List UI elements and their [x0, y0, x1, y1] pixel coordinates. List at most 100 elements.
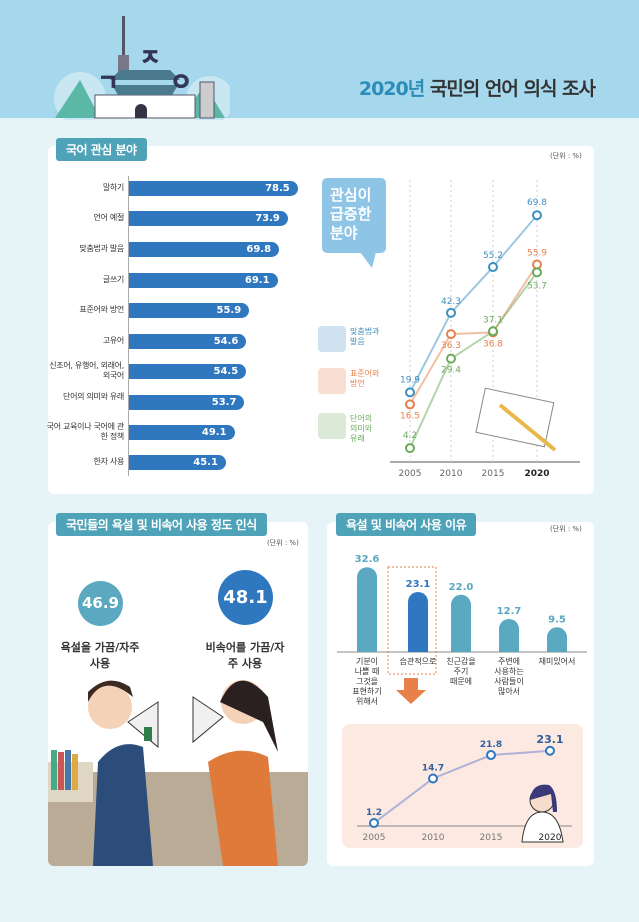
data-label: 36.8 [483, 339, 503, 349]
data-point [405, 443, 415, 454]
reason-label: 기분이 나쁠 때 그것을 표현하기 위해서 [352, 656, 381, 706]
data-point [488, 262, 498, 273]
bar-label: 신조어, 유행어, 외래어, 외국어 [49, 361, 124, 380]
people-megaphone-illustration [48, 680, 308, 866]
bar: 54.6 [129, 334, 247, 349]
data-point [532, 267, 542, 278]
bar: 69.8 [129, 242, 280, 257]
series-line [409, 271, 538, 449]
data-point [532, 210, 542, 221]
reason-bar [408, 591, 428, 652]
x-tick-label: 2020 [524, 469, 549, 479]
data-label: 16.5 [400, 411, 420, 421]
profanity-label: 욕설을 가끔/자주 사용 [60, 641, 140, 670]
data-label: 36.3 [441, 341, 461, 351]
reason-label: 친근감을 주기 때문에 [446, 656, 475, 686]
data-label: 55.2 [483, 251, 503, 261]
svg-text:ㅇ: ㅇ [170, 68, 192, 96]
data-label: 4.2 [403, 431, 417, 441]
reason-bar [547, 627, 567, 652]
data-point [532, 259, 542, 270]
x-tick-label: 2005 [399, 469, 422, 479]
x-tick-label: 2020 [539, 833, 562, 843]
bar-label: 글쓰기 [102, 275, 124, 284]
data-point [486, 750, 496, 761]
bar-label: 말하기 [102, 183, 124, 192]
interest-line-chart: 관심이 급증한 분야 2005 2010 2015 2020 19.9 42.3 55.2 69.… [318, 178, 580, 479]
bar-label: 국어 교육이나 국어에 관한 정책 [46, 422, 125, 441]
data-label: 69.8 [527, 198, 547, 208]
reason-label: 재미있어서 [539, 656, 576, 666]
section-tab-interest: 국어 관심 분야 [56, 138, 147, 161]
data-label: 55.9 [527, 249, 547, 259]
bar: 78.5 [129, 181, 298, 196]
slang-circle: 48.1 [218, 570, 273, 625]
bar: 73.9 [129, 211, 288, 226]
x-tick-label: 2015 [480, 833, 503, 843]
data-label: 22.0 [449, 582, 474, 593]
svg-text:ㄱ: ㄱ [98, 71, 118, 96]
data-label: 37.1 [483, 315, 503, 325]
legend-label: 맞춤법과 발음 [350, 326, 380, 346]
girl-illustration [521, 784, 564, 843]
data-point [545, 745, 555, 756]
unit-label: (단위 : %) [267, 539, 299, 547]
speaker-icon [318, 368, 346, 394]
down-arrow-icon [396, 678, 426, 704]
bar: 49.1 [129, 425, 235, 440]
bar-label: 한자 사용 [93, 457, 125, 466]
highlight-box [387, 566, 437, 675]
header-banner: ㄱ ㅈ ㅇ 2020년 국민의 언어 의식 조사 [0, 0, 639, 120]
legend-label: 표준어와 방언 [350, 368, 380, 388]
head-icon [318, 326, 346, 352]
bar-label: 고유어 [102, 336, 124, 345]
data-point [488, 326, 498, 337]
bar-label: 언어 예절 [93, 213, 125, 222]
reason-bar [357, 567, 377, 652]
data-point [405, 387, 415, 398]
data-label: 9.5 [548, 614, 566, 625]
data-label: 14.7 [422, 763, 444, 773]
data-point [446, 307, 456, 318]
data-label: 23.1 [406, 579, 431, 590]
data-label: 23.1 [536, 733, 563, 746]
series-line [409, 214, 538, 393]
data-label: 12.7 [497, 606, 522, 617]
data-point [446, 353, 456, 364]
reason-bar-chart: 32.6 23.1 22.0 12.7 9.5 기분이 나쁠 때 그것을 표현하기 위해서 습관적으… [337, 554, 587, 848]
unit-label: (단위 : %) [550, 525, 582, 533]
x-tick-label: 2010 [440, 469, 463, 479]
data-label: 1.2 [366, 808, 382, 818]
data-label: 21.8 [480, 740, 502, 750]
series-line [409, 264, 538, 405]
section-tab-reason: 욕설 및 비속어 사용 이유 [336, 513, 477, 536]
data-point [405, 399, 415, 410]
bar-label: 맞춤법과 발음 [79, 244, 124, 253]
legend-label: 단어의 의미와 유래 [350, 413, 373, 443]
usage-card [48, 522, 308, 866]
profanity-circle: 46.9 [78, 581, 123, 626]
seoul-landmarks-illustration: ㄱ ㅈ ㅇ [54, 16, 230, 120]
data-label: 42.3 [441, 297, 461, 307]
bar-label: 단어의 의미와 유래 [63, 392, 124, 401]
data-point [369, 818, 379, 829]
bar: 53.7 [129, 395, 245, 410]
bar: 54.5 [129, 364, 247, 379]
bar-label: 표준어와 방언 [79, 305, 124, 314]
reason-label: 습관적으로 [400, 656, 437, 666]
bar: 55.9 [129, 303, 250, 318]
svg-text:ㅈ: ㅈ [140, 46, 160, 71]
bar: 69.1 [129, 273, 278, 288]
unit-label: (단위 : %) [550, 152, 582, 160]
reason-label: 주변에 사용하는 사람들이 많아서 [494, 656, 523, 696]
callout-bubble [322, 178, 386, 253]
x-tick-label: 2005 [363, 833, 386, 843]
trend-box [342, 724, 583, 848]
bar: 45.1 [129, 455, 226, 470]
data-point [428, 773, 438, 784]
x-tick-label: 2010 [422, 833, 445, 843]
data-label: 53.7 [527, 281, 547, 291]
reason-bar [451, 594, 471, 652]
data-label: 32.6 [355, 554, 380, 565]
teacher-icon [318, 413, 346, 439]
